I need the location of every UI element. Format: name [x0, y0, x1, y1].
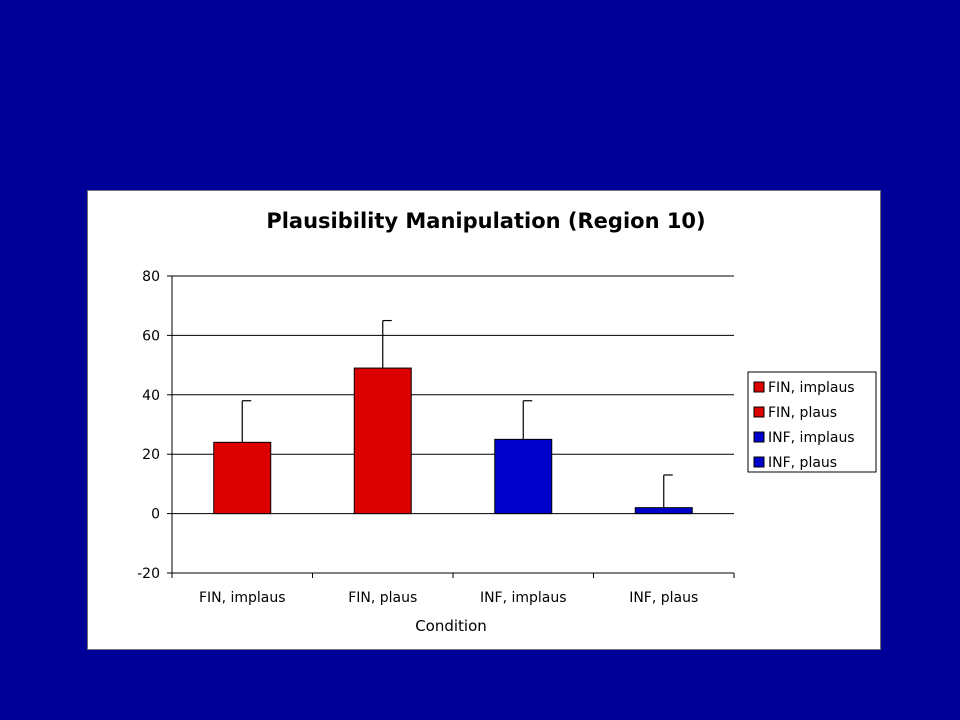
- x-tick-label: INF, implaus: [480, 590, 567, 606]
- y-tick-label: -20: [137, 566, 160, 582]
- chart-panel: Plausibility Manipulation (Region 10) -2…: [87, 190, 881, 650]
- legend-swatch: [753, 406, 765, 418]
- legend-box: [747, 371, 877, 473]
- legend-label: FIN, implaus: [768, 380, 855, 396]
- bar: [634, 507, 693, 515]
- bar-chart: Plausibility Manipulation (Region 10) -2…: [137, 209, 877, 635]
- bar: [213, 441, 272, 515]
- gridlines: [172, 275, 734, 574]
- x-axis-title: Condition: [415, 617, 487, 635]
- legend-label: INF, implaus: [768, 430, 855, 446]
- y-tick-label: 60: [142, 328, 160, 344]
- legend-label: FIN, plaus: [768, 405, 837, 421]
- x-tick-label: FIN, plaus: [348, 590, 417, 606]
- legend: FIN, implaus FIN, plaus INF, implaus INF, p…: [747, 371, 877, 473]
- bar: [353, 367, 412, 515]
- chart-title: Plausibility Manipulation (Region 10): [266, 209, 705, 233]
- bars: [213, 319, 693, 515]
- legend-swatch: [753, 431, 765, 443]
- tick-labels: -20 0 20 40 60 80 FIN, implaus FIN, plaus INF, i…: [137, 269, 698, 606]
- legend-label: INF, plaus: [768, 455, 837, 471]
- legend-swatch: [753, 456, 765, 468]
- y-tick-label: 40: [142, 388, 160, 404]
- y-tick-label: 80: [142, 269, 160, 285]
- bar: [494, 438, 553, 515]
- y-tick-label: 20: [142, 447, 160, 463]
- x-tick-label: INF, plaus: [629, 590, 698, 606]
- x-tick-label: FIN, implaus: [199, 590, 286, 606]
- axes: [167, 275, 735, 578]
- y-tick-label: 0: [151, 507, 160, 523]
- legend-swatch: [753, 381, 765, 393]
